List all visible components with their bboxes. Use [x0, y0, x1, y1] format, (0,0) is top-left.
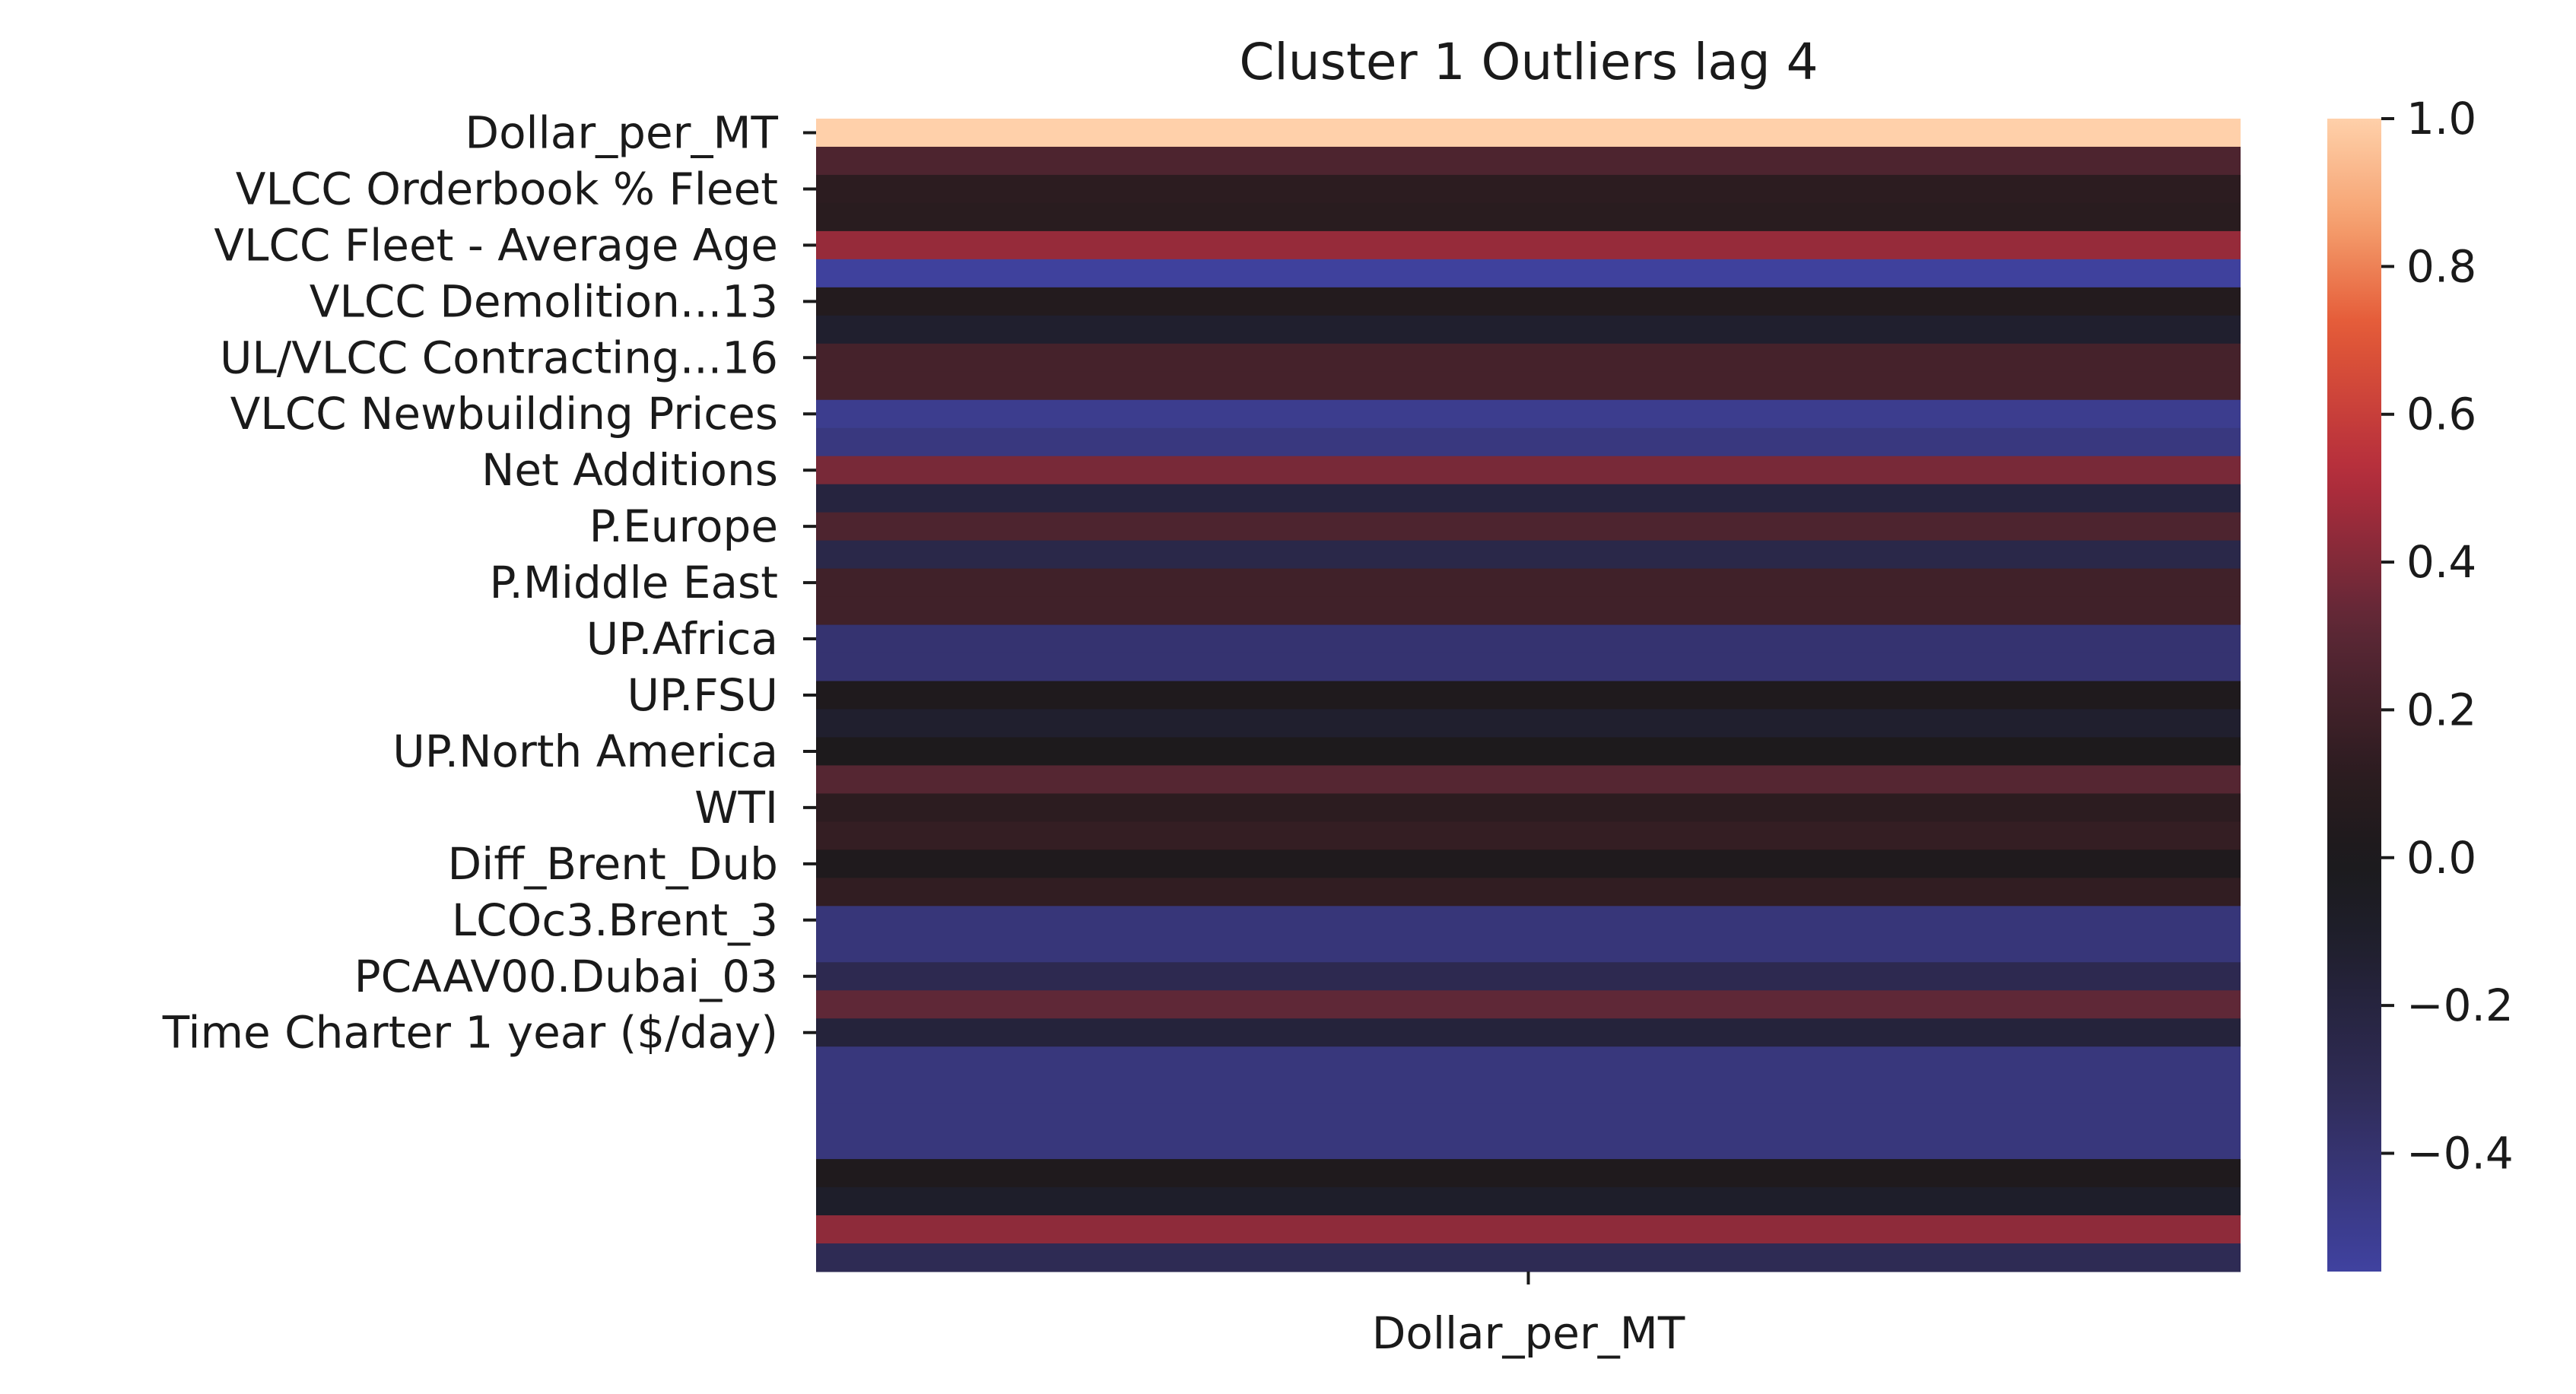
row-tick-label: UP.FSU — [627, 669, 778, 721]
row-tick-label: VLCC Fleet - Average Age — [214, 219, 778, 271]
heatmap-cell — [816, 315, 2241, 345]
colorbar-tick-label: 1.0 — [2406, 93, 2476, 144]
colorbar: 1.0 0.8 0.6 0.4 0.2 0.0 −0.2 −0.4 — [2327, 93, 2514, 1272]
heatmap-cell — [816, 737, 2241, 767]
row-tick-label: Net Additions — [481, 444, 778, 496]
row-tick-label: VLCC Demolition...13 — [310, 275, 778, 327]
heatmap-cell — [816, 146, 2241, 176]
heatmap-cell — [816, 174, 2241, 204]
heatmap-cell — [816, 484, 2241, 513]
row-tick-label: UL/VLCC Contracting...16 — [220, 332, 778, 383]
colorbar-tick-label: −0.4 — [2406, 1128, 2514, 1180]
heatmap-cell — [816, 1103, 2241, 1132]
heatmap-cell — [816, 512, 2241, 541]
heatmap-cell — [816, 427, 2241, 457]
heatmap-cell — [816, 1046, 2241, 1075]
row-tick-label: Time Charter 1 year ($/day) — [162, 1007, 778, 1059]
heatmap-cell — [816, 1187, 2241, 1216]
colorbar-gradient — [2327, 119, 2381, 1272]
row-tick-label: VLCC Newbuilding Prices — [230, 388, 778, 440]
heatmap-cell — [816, 653, 2241, 682]
colorbar-tick-label: 0.8 — [2406, 240, 2476, 292]
row-tick-label: UP.Africa — [586, 613, 778, 665]
heatmap-cell — [816, 793, 2241, 822]
heatmap-cell — [816, 1018, 2241, 1047]
heatmap-cell — [816, 230, 2241, 260]
row-tick-label: LCOc3.Brent_3 — [452, 894, 778, 946]
column-tick-labels: Dollar_per_MT — [1372, 1272, 1685, 1359]
heatmap-cell — [816, 1243, 2241, 1272]
row-tick-label: PCAAV00.Dubai_03 — [354, 951, 778, 1002]
row-tick-label: UP.North America — [392, 726, 778, 777]
heatmap-cell — [816, 1159, 2241, 1188]
heatmap-cell — [816, 287, 2241, 316]
colorbar-tick-label: 0.4 — [2406, 536, 2476, 588]
heatmap-cell — [816, 624, 2241, 654]
heatmap-cell — [816, 456, 2241, 485]
heatmap-cell — [816, 568, 2241, 598]
heatmap-cell — [816, 1131, 2241, 1160]
heatmap-cell — [816, 596, 2241, 626]
heatmap-cell — [816, 906, 2241, 935]
row-tick-label: WTI — [694, 782, 778, 834]
heatmap-cell — [816, 849, 2241, 878]
colorbar-tick-label: −0.2 — [2406, 980, 2514, 1031]
heatmap-cells — [816, 119, 2241, 1272]
heatmap-cell — [816, 821, 2241, 850]
row-tick-label: Dollar_per_MT — [465, 106, 778, 158]
colorbar-tick-label: 0.6 — [2406, 389, 2476, 440]
row-tick-label: P.Middle East — [489, 557, 778, 608]
row-tick-label: Diff_Brent_Dub — [447, 838, 778, 890]
heatmap-cell — [816, 343, 2241, 373]
heatmap-cell — [816, 765, 2241, 795]
heatmap-cell — [816, 399, 2241, 429]
heatmap-cell — [816, 540, 2241, 570]
row-tick-label: VLCC Orderbook % Fleet — [236, 163, 778, 214]
heatmap-cell — [816, 1075, 2241, 1103]
heatmap-cell — [816, 878, 2241, 907]
heatmap-cell — [816, 709, 2241, 738]
chart-title: Cluster 1 Outliers lag 4 — [1239, 33, 1818, 91]
heatmap-cell — [816, 934, 2241, 963]
heatmap-cell — [816, 202, 2241, 232]
heatmap-cell — [816, 990, 2241, 1019]
colorbar-tick-label: 0.2 — [2406, 684, 2476, 735]
column-tick-label: Dollar_per_MT — [1372, 1307, 1685, 1359]
heatmap-cell — [816, 259, 2241, 288]
heatmap-cell — [816, 962, 2241, 991]
colorbar-tick-label: 0.0 — [2406, 832, 2476, 884]
heatmap-cell — [816, 371, 2241, 401]
heatmap-cell — [816, 1215, 2241, 1244]
heatmap-cell — [816, 119, 2241, 148]
heatmap-cell — [816, 681, 2241, 710]
row-tick-label: P.Europe — [589, 500, 778, 552]
